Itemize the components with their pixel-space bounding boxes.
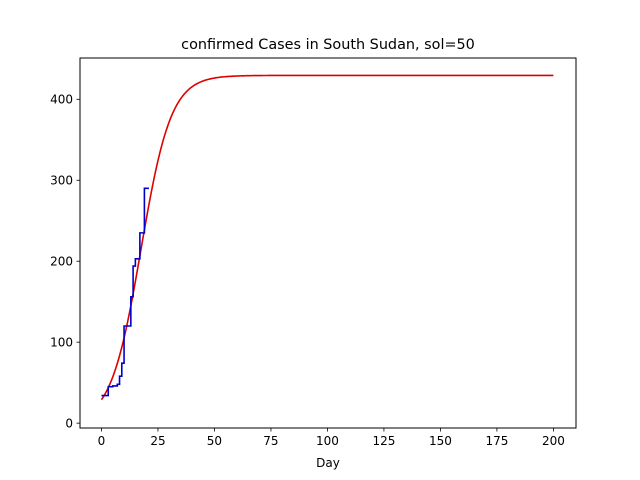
y-tick-label: 200 xyxy=(50,255,73,269)
y-tick-label: 400 xyxy=(50,93,73,107)
x-tick-label: 100 xyxy=(316,434,339,448)
y-tick-label: 100 xyxy=(50,335,73,349)
y-tick-label: 0 xyxy=(65,416,73,430)
x-tick-label: 50 xyxy=(207,434,222,448)
x-tick-label: 0 xyxy=(98,434,106,448)
x-tick-label: 175 xyxy=(485,434,508,448)
x-tick-label: 150 xyxy=(429,434,452,448)
x-tick-label: 25 xyxy=(150,434,165,448)
x-axis-label: Day xyxy=(316,456,340,470)
chart-title: confirmed Cases in South Sudan, sol=50 xyxy=(181,37,475,53)
x-tick-label: 200 xyxy=(542,434,565,448)
y-tick-label: 300 xyxy=(50,174,73,188)
x-tick-label: 125 xyxy=(372,434,395,448)
x-tick-label: 75 xyxy=(263,434,278,448)
